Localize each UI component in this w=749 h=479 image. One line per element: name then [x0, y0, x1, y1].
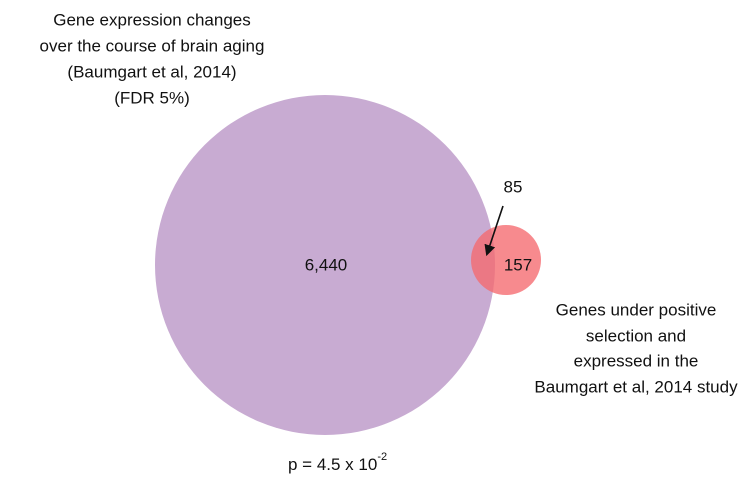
intersection-count: 85: [504, 177, 523, 196]
set-label: Baumgart et al, 2014 study: [534, 377, 738, 396]
set-label: selection and: [586, 326, 686, 345]
p-value-exponent: -2: [377, 451, 387, 463]
set-circle-selection: [471, 225, 541, 295]
set-label: Gene expression changes: [53, 10, 251, 29]
set-label: over the course of brain aging: [40, 36, 265, 55]
set-label: (Baumgart et al, 2014): [67, 62, 236, 81]
p-value: p = 4.5 x 10-2: [288, 451, 387, 474]
set-label: Genes under positive: [556, 300, 717, 319]
intersection-arrow: [484, 205, 504, 257]
set-circle-aging: [155, 95, 495, 435]
set-count: 6,440: [305, 255, 348, 274]
set-count: 157: [504, 255, 532, 274]
set-label: (FDR 5%): [114, 88, 190, 107]
set-label: expressed in the: [574, 351, 699, 370]
p-value-text: p = 4.5 x 10: [288, 455, 377, 474]
